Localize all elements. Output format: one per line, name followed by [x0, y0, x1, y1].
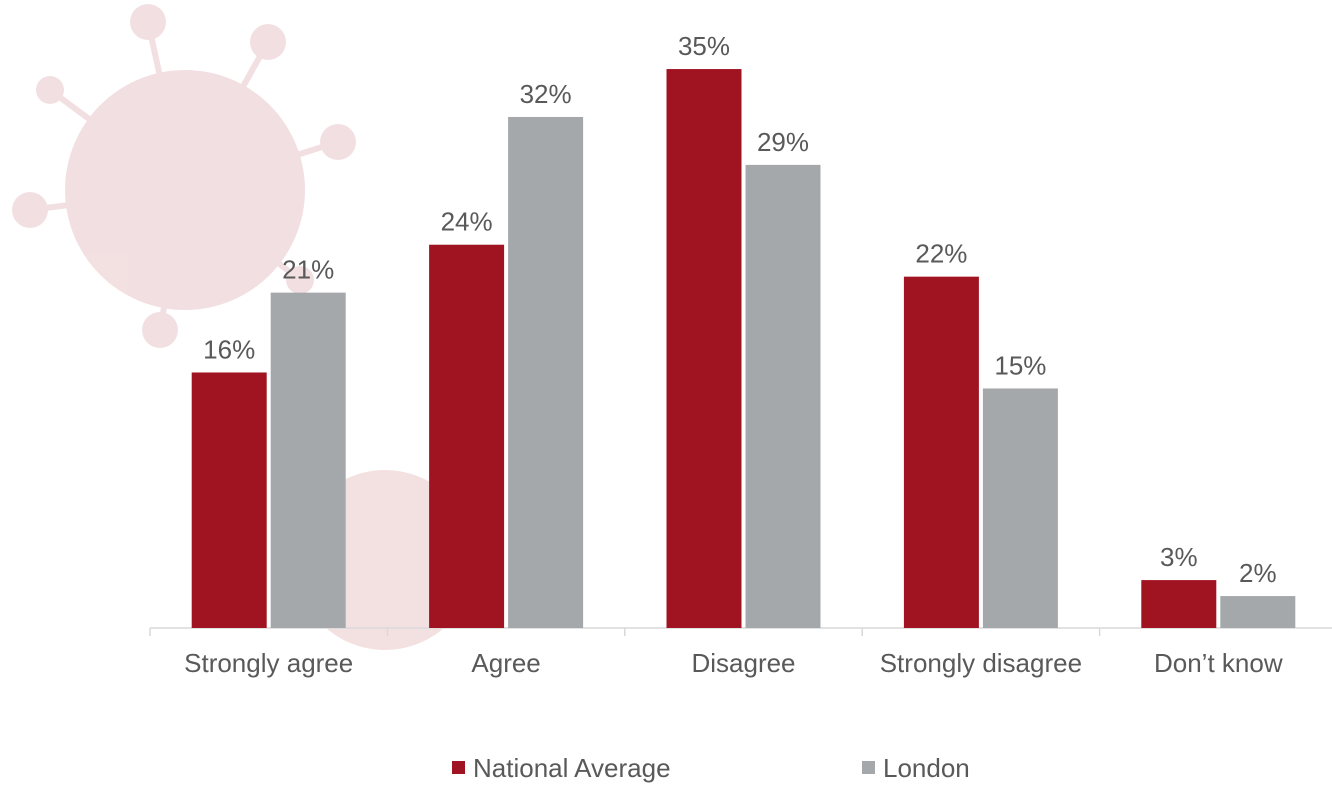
bar: [982, 388, 1058, 628]
data-label: 29%: [757, 127, 809, 157]
bar: [1141, 580, 1217, 628]
legend-label: National Average: [473, 753, 671, 783]
data-label: 22%: [915, 239, 967, 269]
bar: [666, 69, 742, 629]
legend-swatch: [862, 761, 875, 774]
bar: [745, 164, 821, 628]
x-tick-label: Agree: [471, 648, 541, 678]
bar: [429, 244, 505, 628]
data-label: 24%: [441, 207, 493, 237]
bar: [508, 116, 584, 629]
x-tick-label: Don’t know: [1153, 648, 1283, 678]
legend-label: London: [883, 753, 970, 783]
legend-swatch: [452, 761, 465, 774]
data-label: 15%: [994, 350, 1046, 380]
bar: [270, 292, 346, 628]
x-tick-label: Disagree: [691, 648, 796, 678]
data-label: 32%: [520, 79, 572, 109]
data-label: 35%: [678, 31, 730, 61]
bar: [191, 372, 267, 628]
x-tick-label: Strongly agree: [184, 648, 354, 678]
data-label: 3%: [1160, 542, 1198, 572]
x-tick-label: Strongly disagree: [879, 648, 1083, 678]
bar: [1220, 596, 1296, 628]
data-label: 2%: [1239, 558, 1277, 588]
data-label: 16%: [203, 334, 255, 364]
bar: [903, 276, 979, 628]
data-label: 21%: [282, 255, 334, 285]
